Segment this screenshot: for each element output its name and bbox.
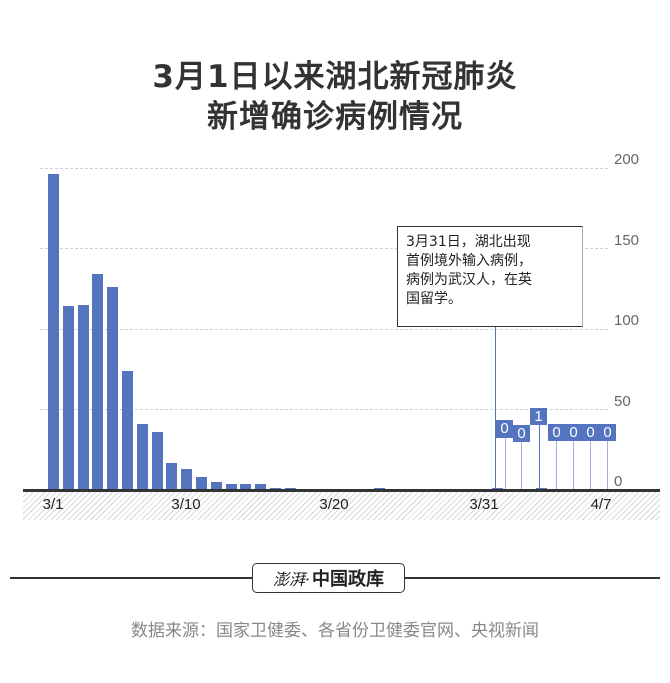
- annotation-text: 国留学。: [406, 291, 462, 307]
- x-axis-band: [23, 492, 660, 520]
- annotation-text: 首例境外输入病例，: [406, 253, 532, 269]
- gridline-150: [40, 248, 608, 249]
- imported-label: 0: [513, 425, 530, 442]
- annotation-connector: [495, 327, 496, 490]
- annotation-text: 病例为武汉人，在英: [406, 272, 532, 288]
- label-stem: [539, 425, 540, 490]
- footer-divider-right: [405, 577, 660, 579]
- footer-divider-left: [10, 577, 252, 579]
- label-stem: [573, 441, 574, 490]
- gridline-100: [40, 329, 608, 330]
- bar-3/10: [181, 469, 193, 490]
- label-stem: [521, 441, 522, 490]
- gridline-50: [40, 409, 608, 410]
- logo-brand: 澎湃·: [272, 570, 311, 589]
- y-tick: 200: [614, 151, 640, 168]
- data-source: 数据来源：国家卫健委、各省份卫健委官网、央视新闻: [131, 621, 539, 641]
- bar-3/11: [196, 477, 207, 490]
- bar-3/12: [210, 481, 222, 490]
- bar-3/14: [240, 483, 252, 490]
- gridline-200: [40, 168, 608, 169]
- bar-3/2: [62, 306, 74, 490]
- imported-label: 1: [530, 408, 547, 425]
- bar-3/6: [122, 370, 133, 490]
- publisher-logo: 澎湃· 中国政库: [252, 563, 405, 593]
- chart-title-line1: 3月1日以来湖北新冠肺炎: [152, 59, 518, 95]
- x-tick: 3/1: [42, 496, 64, 513]
- bar-3/4: [92, 274, 104, 490]
- y-tick: 0: [614, 473, 623, 490]
- imported-label: 0: [496, 420, 513, 438]
- bar-3/13: [225, 483, 237, 490]
- annotation-text: 3月31日，湖北出现: [406, 234, 531, 250]
- x-tick: 3/31: [469, 496, 499, 513]
- bar-3/3: [77, 304, 89, 490]
- bar-3/7: [136, 423, 148, 490]
- logo-name: 中国政库: [312, 569, 385, 590]
- bar-3/5: [107, 287, 119, 490]
- bar-3/15: [255, 483, 267, 490]
- imported-label: 0: [599, 424, 616, 441]
- bar-3/8: [151, 432, 163, 490]
- label-stem: [607, 441, 608, 490]
- chart-title-line2: 新增确诊病例情况: [207, 99, 463, 135]
- y-tick: 150: [614, 232, 640, 249]
- x-tick: 3/10: [171, 496, 201, 513]
- label-stem: [556, 441, 557, 490]
- x-tick: 4/7: [590, 496, 612, 513]
- y-tick: 50: [614, 393, 631, 410]
- label-stem: [505, 437, 506, 490]
- x-axis-line: [23, 489, 660, 492]
- annotation-box: 3月31日，湖北出现 首例境外输入病例， 病例为武汉人，在英 国留学。: [397, 226, 583, 327]
- bar-3/1: [48, 174, 59, 490]
- label-stem: [590, 441, 591, 490]
- imported-label: 0: [565, 424, 582, 441]
- imported-label: 0: [582, 424, 599, 441]
- imported-label: 0: [548, 424, 565, 441]
- y-tick: 100: [614, 312, 640, 329]
- bar-3/9: [166, 462, 178, 490]
- x-tick: 3/20: [319, 496, 349, 513]
